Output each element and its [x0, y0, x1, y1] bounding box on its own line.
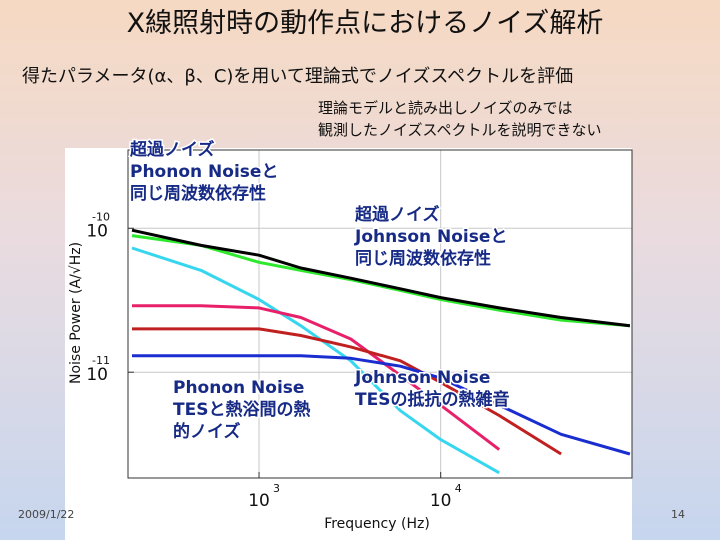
annotation: 同じ周波数依存性	[130, 183, 266, 204]
slide-title: X線照射時の動作点におけるノイズ解析	[127, 8, 604, 39]
y-tick-exponent: -10	[92, 210, 110, 223]
annotation: TESの抵抗の熱雑音	[355, 389, 509, 410]
noise-curve	[131, 246, 500, 475]
annotation: 的ノイズ	[173, 421, 241, 442]
slide-number: 14	[671, 508, 685, 521]
x-tick-label: 10	[248, 491, 270, 511]
x-tick-exponent: 3	[273, 482, 280, 495]
noise-curve	[132, 304, 501, 451]
y-tick-label: 10	[86, 221, 108, 241]
annotation: 超過ノイズ	[355, 204, 440, 225]
annotation: Phonon Noise	[173, 378, 304, 398]
annotation: TESと熱浴間の熱	[173, 399, 310, 420]
plot-background	[65, 148, 632, 540]
slide-date: 2009/1/22	[18, 508, 74, 521]
x-tick-exponent: 4	[455, 482, 462, 495]
annotation: Johnson Noise	[354, 368, 490, 388]
noise-curve	[132, 354, 631, 456]
annotation: Phonon Noiseと	[130, 162, 278, 182]
annotation: Johnson Noiseと	[354, 227, 507, 247]
note-line: 観測したノイズスペクトルを説明できない	[318, 121, 602, 139]
noise-curve	[132, 327, 562, 456]
x-axis-label: Frequency (Hz)	[324, 516, 430, 532]
x-tick-label: 10	[430, 491, 452, 511]
slide-subtitle: 得たパラメータ(α、β、C)を用いて理論式でノイズスペクトルを評価	[22, 66, 573, 87]
note-line: 理論モデルと読み出しノイズのみでは	[318, 99, 573, 117]
y-tick-exponent: -11	[92, 354, 110, 367]
plot-frame	[127, 149, 633, 479]
y-axis-label: Noise Power (A/√Hz)	[68, 242, 84, 384]
y-tick-label: 10	[86, 365, 108, 385]
annotation: 超過ノイズ	[130, 139, 215, 160]
annotation: 同じ周波数依存性	[355, 248, 491, 269]
noise-curve	[131, 228, 631, 328]
